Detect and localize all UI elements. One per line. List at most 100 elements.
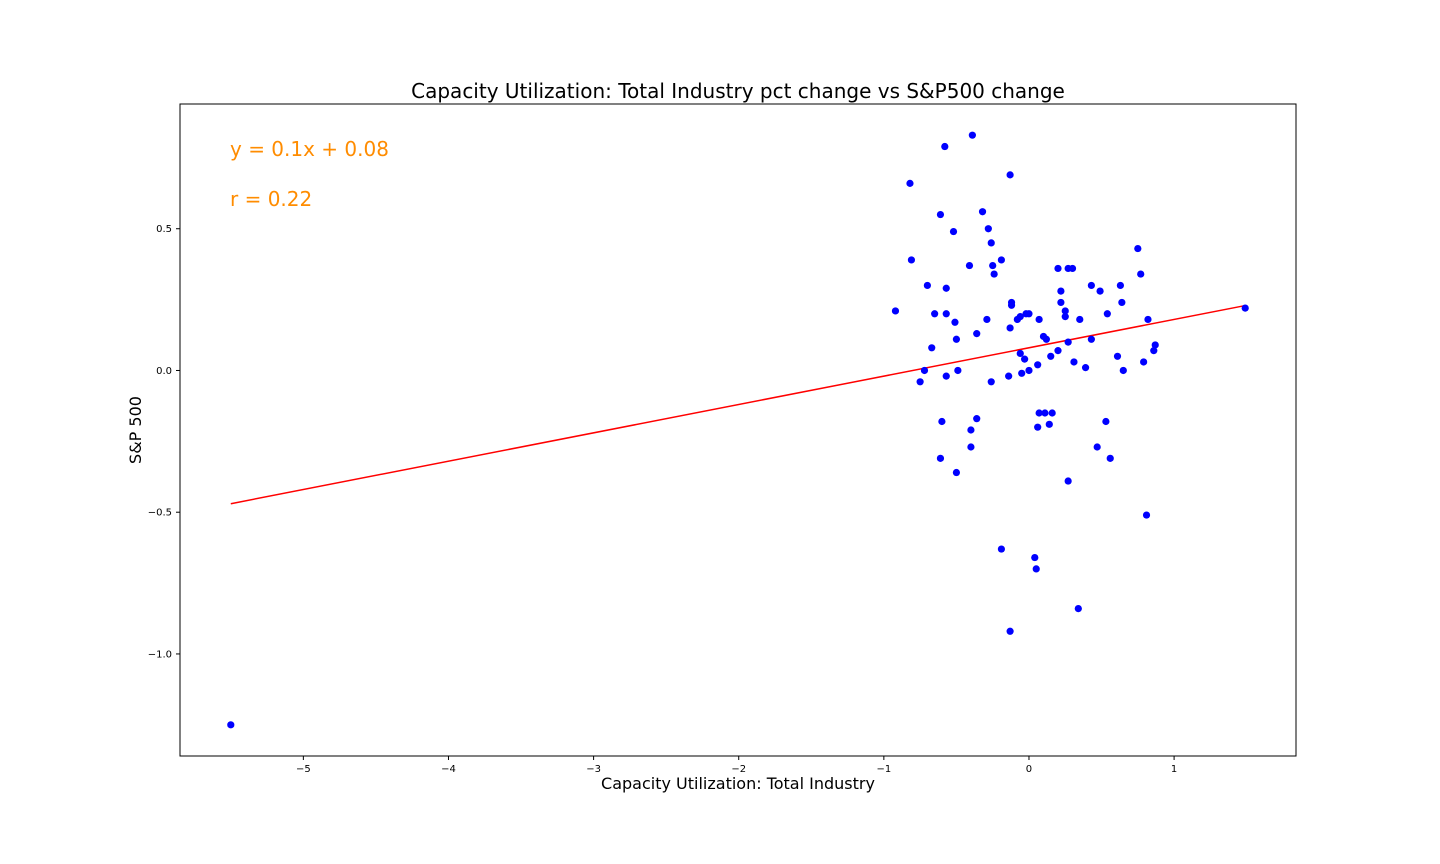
scatter-point <box>973 330 981 338</box>
scatter-point <box>1087 335 1095 343</box>
scatter-point <box>949 227 958 236</box>
scatter-point <box>1113 352 1122 360</box>
y-axis-ticks: −1.0 −0.5 0.0 0.5 <box>148 224 180 660</box>
scatter-point <box>1103 310 1111 318</box>
scatter-point <box>923 281 931 290</box>
scatter-points <box>227 131 1249 729</box>
scatter-point <box>1025 310 1033 318</box>
x-axis-label: Capacity Utilization: Total Industry <box>601 774 875 793</box>
scatter-point <box>1116 281 1125 290</box>
scatter-point <box>1006 324 1014 332</box>
scatter-point <box>952 468 961 477</box>
scatter-point <box>987 239 995 247</box>
scatter-point <box>1005 372 1013 380</box>
scatter-point <box>1034 423 1042 431</box>
scatter-point <box>942 310 950 318</box>
scatter-point <box>1031 553 1039 562</box>
scatter-point <box>989 261 997 270</box>
y-tick-label: −1.0 <box>148 649 172 660</box>
scatter-point <box>952 335 961 343</box>
scatter-point <box>928 344 936 352</box>
scatter-point <box>1018 369 1026 377</box>
scatter-point <box>1241 304 1249 312</box>
scatter-point <box>1061 307 1069 315</box>
y-tick-label: 0.5 <box>156 224 172 235</box>
scatter-point <box>1102 417 1110 426</box>
scatter-point <box>938 417 946 426</box>
scatter-point <box>906 179 914 187</box>
scatter-point <box>954 366 962 375</box>
plot-frame <box>179 103 1297 757</box>
scatter-point <box>997 256 1005 264</box>
scatter-point <box>1137 270 1145 278</box>
scatter-point <box>1045 420 1053 428</box>
scatter-point <box>1006 627 1014 635</box>
scatter-point <box>1007 301 1016 309</box>
x-tick-label: −4 <box>441 764 456 775</box>
scatter-point <box>1042 335 1050 343</box>
scatter-point <box>1025 366 1033 375</box>
scatter-point <box>227 721 235 729</box>
scatter-point <box>965 261 974 270</box>
scatter-point <box>968 131 976 139</box>
scatter-point <box>942 284 950 292</box>
scatter-point <box>916 378 924 386</box>
x-tick-label: −5 <box>296 764 311 775</box>
scatter-point <box>1068 264 1077 273</box>
scatter-point <box>997 545 1005 553</box>
x-axis-ticks: −5 −4 −3 −2 −1 0 1 <box>296 756 1177 775</box>
scatter-point <box>1041 409 1049 417</box>
scatter-point <box>907 256 916 264</box>
scatter-point <box>1054 347 1062 355</box>
x-tick-label: 0 <box>1026 764 1032 775</box>
scatter-point <box>1035 409 1043 417</box>
scatter-point <box>987 378 995 386</box>
scatter-point <box>1134 244 1142 253</box>
scatter-point <box>1057 287 1065 295</box>
scatter-point <box>936 210 945 219</box>
scatter-point <box>951 318 959 326</box>
scatter-point <box>1064 338 1072 346</box>
scatter-point <box>1150 347 1158 355</box>
scatter-point <box>1035 315 1043 324</box>
scatter-point <box>1076 315 1084 324</box>
scatter-point <box>1054 264 1062 273</box>
x-tick-label: −1 <box>876 764 891 775</box>
scatter-point <box>1119 366 1127 375</box>
scatter-point <box>1074 604 1082 613</box>
scatter-point <box>1034 361 1042 369</box>
scatter-point <box>990 270 998 278</box>
scatter-point <box>1087 281 1095 290</box>
scatter-point <box>1016 349 1024 358</box>
x-tick-label: 1 <box>1171 764 1177 775</box>
correlation-annotation: r = 0.22 <box>230 187 312 211</box>
y-tick-label: −0.5 <box>148 508 172 519</box>
regression-layer <box>230 304 1246 505</box>
scatter-point <box>1070 358 1078 366</box>
scatter-point <box>1032 565 1040 573</box>
scatter-point <box>941 142 949 151</box>
scatter-point <box>1142 511 1151 519</box>
scatter-point <box>983 315 991 324</box>
scatter-point <box>920 366 929 375</box>
regression-equation-annotation: y = 0.1x + 0.08 <box>230 137 389 161</box>
scatter-point <box>931 310 939 318</box>
y-axis-label: S&P 500 <box>126 396 145 464</box>
scatter-point <box>1151 341 1159 349</box>
scatter-point <box>1061 313 1069 321</box>
scatter-point <box>1144 315 1152 324</box>
scatter-point <box>1016 313 1024 321</box>
scatter-point <box>1096 287 1104 295</box>
scatter-point <box>1006 171 1014 179</box>
scatter-point <box>1057 298 1065 307</box>
x-tick-label: −2 <box>731 764 746 775</box>
regression-line <box>230 304 1246 505</box>
x-tick-label: −3 <box>586 764 601 775</box>
scatter-point <box>1140 358 1148 366</box>
scatter-point <box>1106 454 1114 462</box>
scatter-point <box>967 426 975 434</box>
chart-title: Capacity Utilization: Total Industry pct… <box>411 79 1065 103</box>
scatter-point <box>1048 409 1056 417</box>
scatter-point <box>1021 355 1029 363</box>
